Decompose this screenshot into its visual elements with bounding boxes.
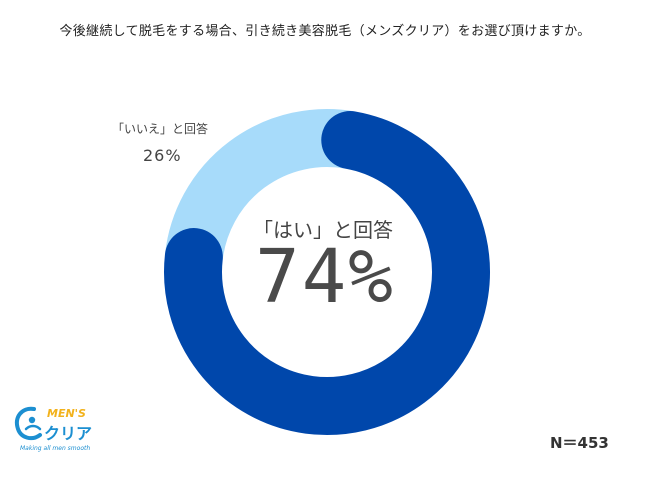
no-percent: 26% [143, 146, 182, 165]
logo-mark-icon [15, 406, 42, 441]
chart-title: 今後継続して脱毛をする場合、引き続き美容脱毛（メンズクリア）をお選び頂けますか。 [59, 24, 591, 39]
yes-label: 「はい」と回答 [253, 218, 393, 242]
logo-brand-top: MEN'S [47, 407, 86, 420]
sample-size: N＝453 [550, 434, 609, 452]
slice-yes [164, 111, 490, 435]
slice-no [165, 109, 356, 262]
mens-clear-logo: MEN'S クリア Making all men smooth [12, 395, 102, 460]
yes-percent: 74% [255, 234, 395, 320]
no-label: 「いいえ」と回答 [112, 122, 209, 136]
logo-tagline: Making all men smooth [20, 445, 91, 452]
logo-brand-main: クリア [44, 424, 93, 443]
